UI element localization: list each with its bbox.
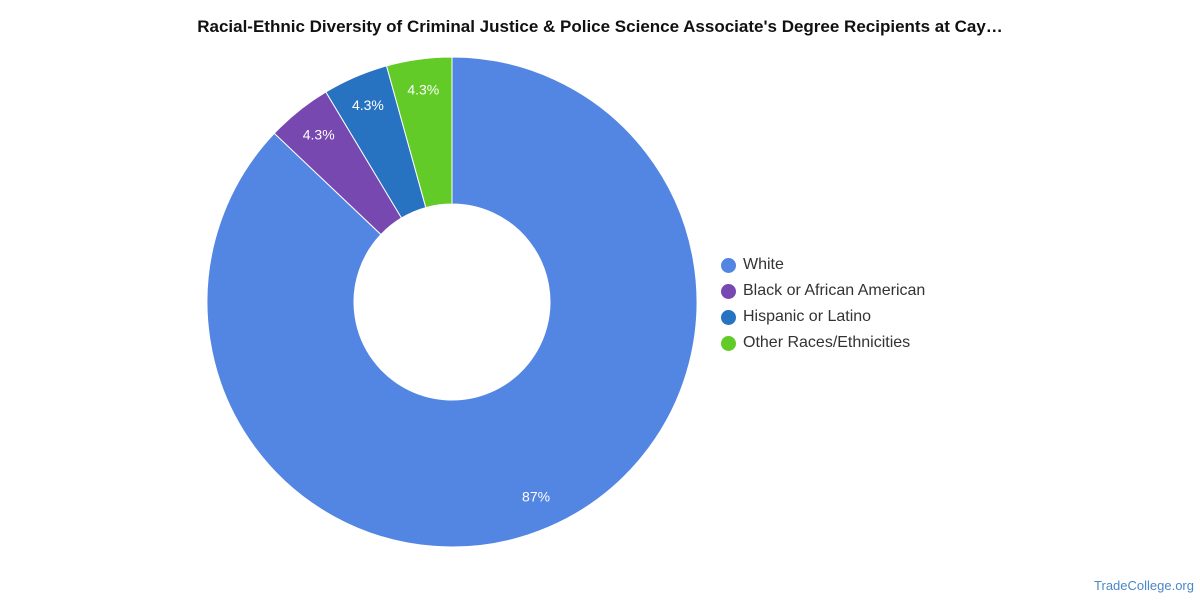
slice-label-black-or-african-american: 4.3% — [303, 127, 335, 143]
slice-label-other-races-ethnicities: 4.3% — [407, 82, 439, 98]
legend-label: Black or African American — [743, 282, 926, 299]
slice-label-hispanic-or-latino: 4.3% — [352, 97, 384, 113]
legend-label: Other Races/Ethnicities — [743, 334, 911, 351]
chart-title: Racial-Ethnic Diversity of Criminal Just… — [197, 17, 1003, 36]
watermark-link[interactable]: TradeCollege.org — [1094, 578, 1194, 593]
legend-item-white: White — [721, 252, 925, 278]
slice-other-races-ethnicities — [385, 56, 453, 209]
slice-label-white: 87% — [522, 488, 550, 504]
legend-label: Hispanic or Latino — [743, 308, 872, 325]
slice-white — [206, 56, 698, 548]
legend-swatch — [721, 257, 736, 273]
legend-swatch — [721, 335, 736, 351]
legend-item-hispanic-or-latino: Hispanic or Latino — [721, 304, 925, 330]
legend-item-other-races-ethnicities: Other Races/Ethnicities — [721, 330, 925, 356]
chart-legend: White Black or African American Hispanic o… — [721, 252, 925, 356]
legend-item-black-or-african-american: Black or African American — [721, 278, 925, 304]
legend-swatch — [721, 283, 736, 299]
legend-swatch — [721, 309, 736, 325]
legend-label: White — [743, 256, 784, 273]
